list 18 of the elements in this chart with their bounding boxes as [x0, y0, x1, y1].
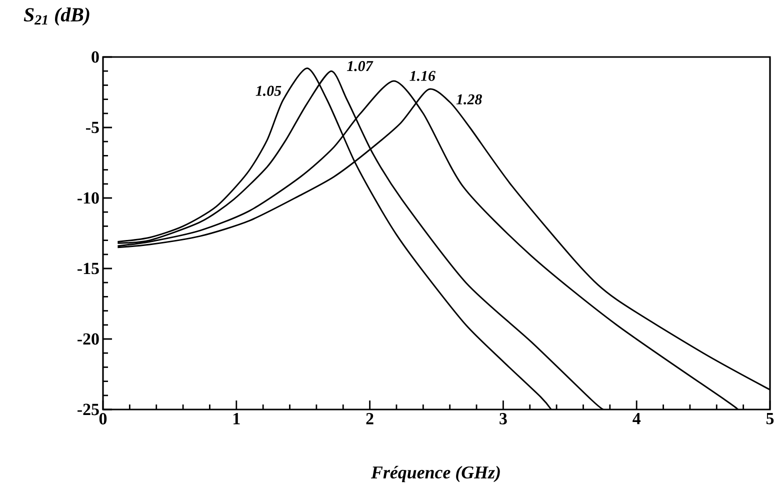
x-tick-label: 4	[632, 413, 641, 424]
x-tick-label: 3	[500, 413, 507, 424]
series-label: 1.05	[256, 86, 282, 96]
x-tick-label: 2	[366, 413, 374, 424]
x-tick-label: 0	[99, 413, 107, 424]
y-tick-label: -25	[78, 404, 99, 416]
x-tick-label: 5	[766, 413, 774, 424]
series-label: 1.16	[410, 70, 436, 82]
y-axis-title: S$_{21}$ (dB)	[24, 8, 90, 26]
y-tick-label: -10	[78, 192, 99, 204]
series-label: 1.28	[456, 94, 482, 105]
y-tick-label: 0	[92, 51, 99, 63]
x-axis-title: Fréquence (GHz)	[370, 466, 500, 482]
y-tick-label: -15	[78, 262, 99, 274]
y-tick-label: -5	[86, 122, 99, 134]
series-label: 1.07	[346, 61, 374, 72]
y-tick-label: -20	[78, 333, 99, 345]
x-tick-label: 1	[234, 413, 240, 424]
